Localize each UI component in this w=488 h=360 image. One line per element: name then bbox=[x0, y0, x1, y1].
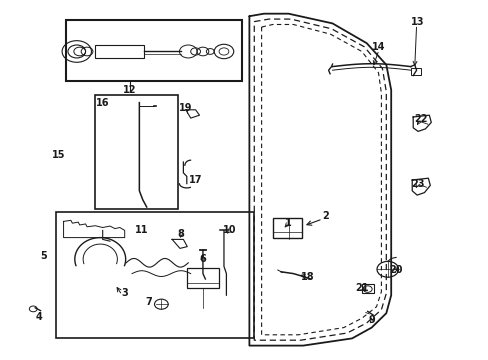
Text: 6: 6 bbox=[199, 254, 206, 264]
Bar bbox=[361, 284, 373, 293]
Text: 22: 22 bbox=[413, 114, 427, 124]
Bar bbox=[95, 45, 144, 58]
Text: 23: 23 bbox=[410, 179, 424, 189]
Text: 10: 10 bbox=[223, 225, 236, 235]
Bar bbox=[410, 68, 420, 75]
Text: 17: 17 bbox=[188, 175, 202, 185]
Bar bbox=[56, 212, 254, 338]
Text: 2: 2 bbox=[321, 211, 328, 221]
Text: 15: 15 bbox=[52, 150, 65, 160]
Text: 11: 11 bbox=[135, 225, 148, 235]
Text: 14: 14 bbox=[371, 42, 385, 52]
Bar bbox=[66, 20, 242, 81]
Text: 12: 12 bbox=[122, 85, 136, 95]
Text: 3: 3 bbox=[121, 288, 128, 298]
Text: 20: 20 bbox=[388, 265, 402, 275]
Text: 5: 5 bbox=[41, 251, 47, 261]
Text: 1: 1 bbox=[285, 218, 291, 228]
Bar bbox=[186, 268, 218, 288]
Text: 18: 18 bbox=[301, 272, 314, 282]
Bar bbox=[272, 218, 302, 238]
Text: 13: 13 bbox=[410, 17, 424, 27]
Text: 4: 4 bbox=[36, 312, 42, 322]
Text: 21: 21 bbox=[354, 283, 368, 293]
Text: 8: 8 bbox=[177, 229, 184, 239]
Bar bbox=[95, 95, 178, 209]
Text: 16: 16 bbox=[96, 98, 109, 108]
Text: 9: 9 bbox=[367, 315, 374, 325]
Text: 7: 7 bbox=[145, 297, 152, 307]
Text: 19: 19 bbox=[179, 103, 192, 113]
